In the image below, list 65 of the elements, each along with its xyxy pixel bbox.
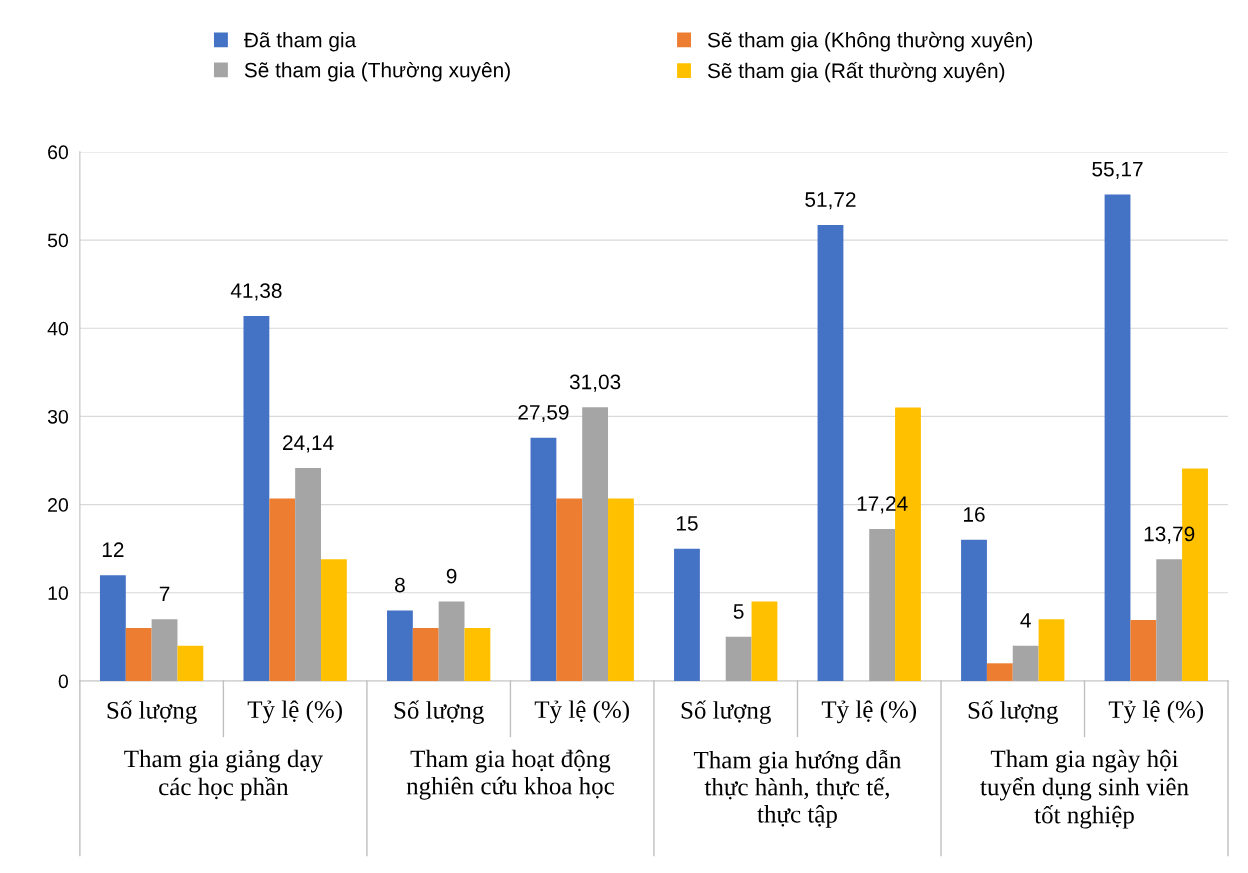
bar (817, 224, 844, 681)
bar (582, 407, 609, 681)
bar (295, 468, 321, 681)
data-label: 41,38 (230, 283, 282, 301)
bar (125, 628, 152, 681)
data-label: 55,17 (1092, 161, 1143, 179)
legend-label: Đã tham gia (243, 32, 357, 52)
data-label: 5 (733, 604, 744, 619)
data-label: 24,14 (283, 435, 334, 453)
bar (1104, 194, 1131, 681)
x-tick-label: Tỷ lệ (%) (247, 700, 342, 724)
y-tick-label: 60 (48, 145, 68, 160)
bar (1156, 559, 1183, 681)
x-tick-label: Số lượng (107, 700, 197, 724)
data-label: 27,59 (518, 404, 569, 423)
data-label: 16 (964, 507, 985, 522)
bar (986, 663, 1013, 681)
bar (725, 636, 752, 681)
bar (269, 498, 296, 681)
y-tick-label: 30 (47, 409, 68, 424)
bar (177, 645, 204, 681)
bar (464, 628, 491, 681)
data-label: 12 (102, 542, 124, 557)
legend-label: Sẽ tham gia (Không thường xuyên) (707, 31, 1033, 52)
text: Tham gia hoạt động nghiên cứu khoa học (406, 749, 614, 800)
data-label: 8 (395, 577, 405, 593)
bar (751, 601, 778, 681)
legend-label: Sẽ tham gia (Rất thường xuyên) (707, 61, 1005, 83)
bar (438, 601, 465, 681)
x-tick-label: Số lượng (968, 700, 1058, 724)
y-tick-label: 0 (58, 674, 68, 689)
bar (412, 628, 439, 681)
text: Tham gia ngày hội tuyển dụng sinh viên tốt nghiệp (980, 749, 1189, 829)
bar (608, 498, 634, 681)
legend-label: Sẽ tham gia (Thường xuyên) (244, 61, 510, 82)
x-tick-label: Tỷ lệ (%) (534, 700, 629, 724)
bar (961, 539, 987, 681)
y-tick-label: 40 (47, 321, 68, 336)
data-label: 4 (1020, 613, 1031, 628)
text: Tham gia hướng dẫn thực hành, thực tế, thực tập (693, 749, 902, 828)
bar (530, 437, 557, 681)
bar (1130, 620, 1157, 681)
bar (387, 610, 413, 681)
x-tick-label: Tỷ lệ (%) (1108, 700, 1204, 724)
y-tick-label: 10 (48, 586, 68, 600)
x-tick-label: Số lượng (681, 700, 771, 724)
y-tick-label: 50 (47, 233, 68, 248)
data-label: 51,72 (805, 192, 856, 210)
bar (151, 619, 178, 681)
x-tick-label: Tỷ lệ (%) (821, 700, 917, 724)
data-label: 9 (446, 568, 457, 584)
text: Tham gia giảng dạy các học phần (124, 749, 323, 801)
bar (556, 498, 583, 681)
data-label: 7 (159, 586, 170, 602)
bar (1038, 619, 1065, 681)
bar (320, 559, 347, 681)
bar (674, 548, 700, 681)
x-tick-label: Số lượng (394, 700, 484, 724)
bar (243, 316, 270, 681)
data-label: 31,03 (569, 374, 621, 392)
y-tick-label: 20 (48, 498, 68, 512)
bar (99, 575, 126, 681)
bar (1012, 645, 1039, 681)
data-label: 15 (676, 516, 698, 531)
bar (869, 528, 896, 681)
